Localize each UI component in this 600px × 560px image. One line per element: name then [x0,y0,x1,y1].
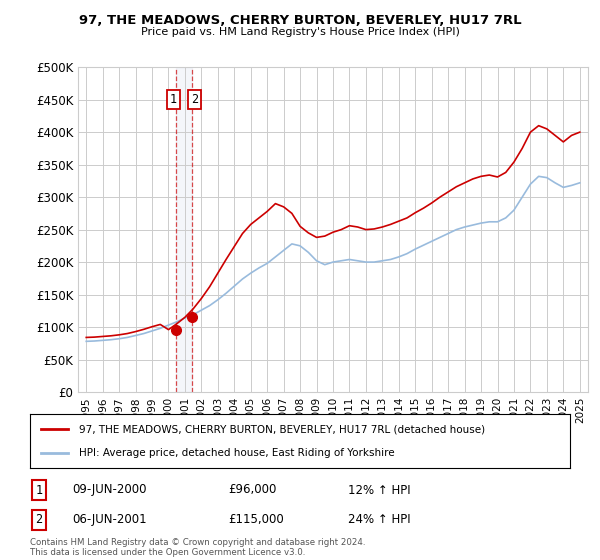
Text: 1: 1 [170,93,177,106]
Text: 24% ↑ HPI: 24% ↑ HPI [348,513,410,526]
Text: Contains HM Land Registry data © Crown copyright and database right 2024.
This d: Contains HM Land Registry data © Crown c… [30,538,365,557]
Text: 06-JUN-2001: 06-JUN-2001 [72,513,146,526]
Text: Price paid vs. HM Land Registry's House Price Index (HPI): Price paid vs. HM Land Registry's House … [140,27,460,37]
Text: 2: 2 [191,93,198,106]
Text: 09-JUN-2000: 09-JUN-2000 [72,483,146,497]
Text: £96,000: £96,000 [228,483,277,497]
Text: £115,000: £115,000 [228,513,284,526]
Text: 1: 1 [35,483,43,497]
Text: HPI: Average price, detached house, East Riding of Yorkshire: HPI: Average price, detached house, East… [79,447,394,458]
Bar [176,67,192,392]
Text: 97, THE MEADOWS, CHERRY BURTON, BEVERLEY, HU17 7RL (detached house): 97, THE MEADOWS, CHERRY BURTON, BEVERLEY… [79,424,485,435]
Text: 12% ↑ HPI: 12% ↑ HPI [348,483,410,497]
Text: 97, THE MEADOWS, CHERRY BURTON, BEVERLEY, HU17 7RL: 97, THE MEADOWS, CHERRY BURTON, BEVERLEY… [79,14,521,27]
Text: 2: 2 [35,513,43,526]
